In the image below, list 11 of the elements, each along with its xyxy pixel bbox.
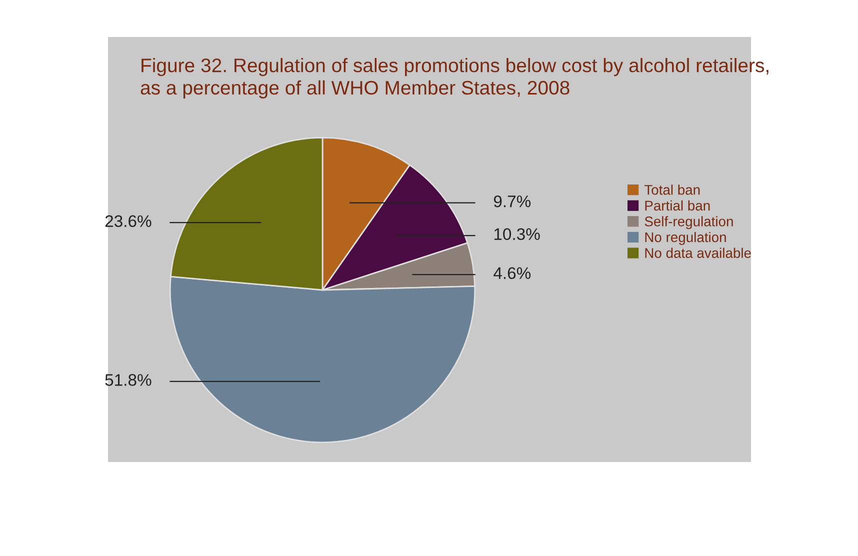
data-label: 23.6%: [105, 215, 152, 228]
data-label: 51.8%: [105, 374, 152, 386]
legend-label: No data available: [645, 248, 751, 258]
legend-label: Partial ban: [645, 200, 710, 211]
data-label: 10.3%: [494, 228, 540, 240]
legend-label: Self-regulation: [644, 216, 733, 230]
chart-title: Figure 32. Regulation of sales promotions below cost by alcohol retailers, as a percentage of all WHO Member States, 2008: [140, 58, 768, 98]
legend-label: No regulation: [645, 232, 726, 245]
data-label: 9.7%: [494, 195, 531, 208]
data-label: 4.6%: [494, 267, 531, 280]
legend-label: Total ban: [644, 184, 700, 195]
